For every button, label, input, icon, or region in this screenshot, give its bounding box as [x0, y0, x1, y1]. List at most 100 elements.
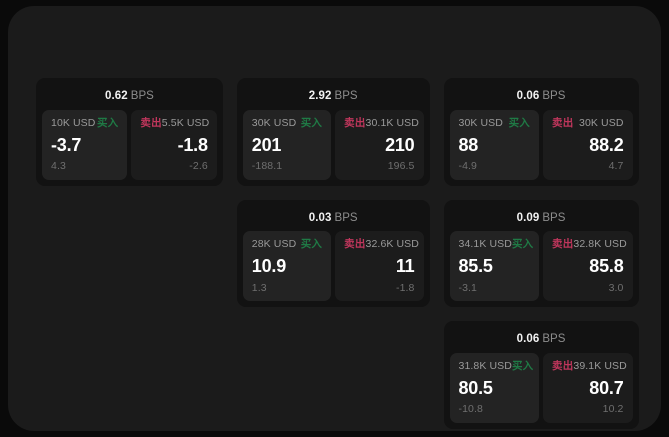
bid-delta: 1.3 — [251, 281, 267, 294]
ask-price: 88.2 — [589, 134, 624, 155]
bps-unit-label: BPS — [542, 90, 566, 102]
bid-panel-top: 30K USD 买入 — [252, 118, 322, 129]
ask-size: 30K USD — [579, 116, 624, 129]
bps-unit-label: BPS — [334, 90, 358, 102]
card-panels: 31.8K USD 买入 80.5 -10.8 卖出 39.1K USD 80.7 10.2 — [449, 352, 633, 423]
bid-panel-top: 31.8K USD 买入 — [458, 359, 534, 372]
ask-panel-top: 卖出 32.8K USD — [552, 238, 627, 251]
ask-panel[interactable]: 卖出 39.1K USD 80.7 10.2 — [543, 352, 633, 423]
buy-side-label[interactable]: 买入 — [511, 238, 534, 251]
bid-panel[interactable]: 30K USD 买入 201 -188.1 — [242, 109, 332, 180]
card-header: 0.03 BPS — [243, 207, 424, 232]
bid-price: 80.5 — [458, 377, 493, 398]
bid-panel-top: 28K USD 买入 — [252, 239, 322, 250]
bps-value: 2.92 — [308, 90, 332, 102]
ask-price: 85.8 — [589, 256, 624, 277]
card-header: 0.06 BPS — [450, 85, 633, 110]
bid-panel[interactable]: 30K USD 买入 88 -4.9 — [449, 109, 539, 180]
quote-card[interactable]: 0.03 BPS 28K USD 买入 10.9 1.3 卖出 32.6K USD 11 -1.8 — [236, 199, 430, 308]
ask-panel-top: 卖出 30.1K USD — [344, 116, 419, 129]
bid-panel-top: 30K USD 买入 — [459, 118, 531, 129]
bid-panel[interactable]: 31.8K USD 买入 80.5 -10.8 — [449, 352, 539, 423]
bid-panel-top: 34.1K USD 买入 — [458, 238, 534, 251]
bps-unit-label: BPS — [130, 90, 154, 102]
ask-panel-top: 卖出 30K USD — [552, 118, 624, 129]
bps-unit-label: BPS — [334, 211, 358, 224]
card-panels: 30K USD 买入 201 -188.1 卖出 30.1K USD 210 196.5 — [242, 109, 424, 180]
bps-unit-label: BPS — [542, 211, 566, 224]
ask-panel[interactable]: 卖出 30K USD 88.2 4.7 — [543, 109, 633, 180]
ask-panel-top: 卖出 32.6K USD — [344, 238, 419, 251]
bid-size: 28K USD — [251, 238, 297, 251]
card-panels: 30K USD 买入 88 -4.9 卖出 30K USD 88.2 4.7 — [449, 109, 633, 180]
bid-price: 88 — [458, 134, 479, 155]
ask-size: 39.1K USD — [573, 359, 627, 372]
buy-side-label[interactable]: 买入 — [508, 116, 530, 129]
ask-price: -1.8 — [177, 134, 208, 155]
bid-delta: 4.3 — [51, 160, 66, 173]
ask-price: 11 — [395, 256, 415, 277]
ask-delta: 4.7 — [608, 160, 624, 173]
bid-delta: -188.1 — [251, 160, 283, 173]
ask-price: 80.7 — [589, 377, 624, 398]
ask-size: 5.5K USD — [161, 116, 210, 129]
ask-panel[interactable]: 卖出 30.1K USD 210 196.5 — [335, 109, 424, 180]
card-panels: 10K USD 买入 -3.7 4.3 卖出 5.5K USD -1.8 -2.6 — [42, 109, 217, 180]
bps-value: 0.06 — [516, 90, 540, 102]
buy-side-label[interactable]: 买入 — [300, 116, 323, 129]
quote-card[interactable]: 2.92 BPS 30K USD 买入 201 -188.1 卖出 30.1K USD 210 1… — [236, 78, 430, 186]
ask-panel[interactable]: 卖出 32.8K USD 85.8 3.0 — [543, 231, 633, 302]
sell-side-label[interactable]: 卖出 — [344, 238, 366, 251]
bid-panel-top: 10K USD 买入 — [51, 118, 118, 129]
buy-side-label[interactable]: 买入 — [96, 116, 119, 129]
sell-side-label[interactable]: 卖出 — [552, 359, 574, 372]
ask-panel-top: 卖出 39.1K USD — [552, 359, 627, 372]
ask-delta: -2.6 — [189, 160, 208, 173]
sell-side-label[interactable]: 卖出 — [344, 116, 366, 129]
bid-delta: -4.9 — [458, 160, 477, 173]
bid-panel[interactable]: 34.1K USD 买入 85.5 -3.1 — [449, 231, 539, 302]
card-panels: 28K USD 买入 10.9 1.3 卖出 32.6K USD 11 -1.8 — [242, 231, 424, 302]
ask-panel[interactable]: 卖出 32.6K USD 11 -1.8 — [335, 231, 424, 302]
bid-price: 85.5 — [458, 256, 493, 277]
ask-panel-top: 卖出 5.5K USD — [140, 116, 210, 129]
bid-price: 10.9 — [251, 256, 287, 277]
bid-panel[interactable]: 10K USD 买入 -3.7 4.3 — [42, 109, 128, 180]
ask-delta: 10.2 — [602, 403, 624, 416]
sell-side-label[interactable]: 卖出 — [552, 116, 574, 129]
ask-size: 30.1K USD — [365, 116, 419, 129]
quote-card[interactable]: 0.06 BPS 31.8K USD 买入 80.5 -10.8 卖出 39.1K USD 80… — [443, 321, 639, 429]
bps-value: 0.62 — [104, 90, 128, 102]
bid-delta: -10.8 — [458, 403, 483, 416]
ask-size: 32.6K USD — [365, 238, 419, 251]
ask-panel[interactable]: 卖出 5.5K USD -1.8 -2.6 — [131, 109, 217, 180]
bid-size: 30K USD — [458, 116, 503, 129]
quote-card-grid: 0.62 BPS 10K USD 买入 -3.7 4.3 卖出 5.5K USD -1.8 -2.… — [36, 78, 639, 429]
quote-card[interactable]: 0.09 BPS 34.1K USD 买入 85.5 -3.1 卖出 32.8K USD 85.… — [443, 199, 639, 308]
bid-size: 30K USD — [251, 116, 297, 129]
quote-card[interactable]: 0.06 BPS 30K USD 买入 88 -4.9 卖出 30K USD 88.2 4.7 — [443, 78, 639, 186]
buy-side-label[interactable]: 买入 — [511, 359, 534, 372]
card-header: 0.06 BPS — [450, 328, 633, 353]
card-header: 0.09 BPS — [450, 207, 633, 232]
quote-column-2: 2.92 BPS 30K USD 买入 201 -188.1 卖出 30.1K USD 210 1… — [236, 78, 430, 308]
ask-delta: -1.8 — [396, 281, 415, 294]
ask-price: 210 — [385, 134, 415, 155]
bps-value: 0.03 — [308, 211, 332, 224]
bid-size: 31.8K USD — [458, 359, 512, 372]
bid-delta: -3.1 — [458, 281, 477, 294]
bps-unit-label: BPS — [542, 333, 566, 346]
bid-price: -3.7 — [51, 134, 82, 155]
sell-side-label[interactable]: 卖出 — [552, 238, 574, 251]
bid-price: 201 — [251, 134, 282, 155]
ask-delta: 3.0 — [608, 281, 624, 294]
buy-side-label[interactable]: 买入 — [300, 238, 323, 251]
bid-panel[interactable]: 28K USD 买入 10.9 1.3 — [242, 231, 332, 302]
sell-side-label[interactable]: 卖出 — [140, 116, 162, 129]
ask-delta: 196.5 — [387, 160, 415, 173]
bps-value: 0.09 — [516, 211, 540, 224]
quote-card[interactable]: 0.62 BPS 10K USD 买入 -3.7 4.3 卖出 5.5K USD -1.8 -2.… — [36, 78, 223, 186]
bid-size: 34.1K USD — [458, 238, 512, 251]
card-panels: 34.1K USD 买入 85.5 -3.1 卖出 32.8K USD 85.8 3.0 — [449, 231, 633, 302]
